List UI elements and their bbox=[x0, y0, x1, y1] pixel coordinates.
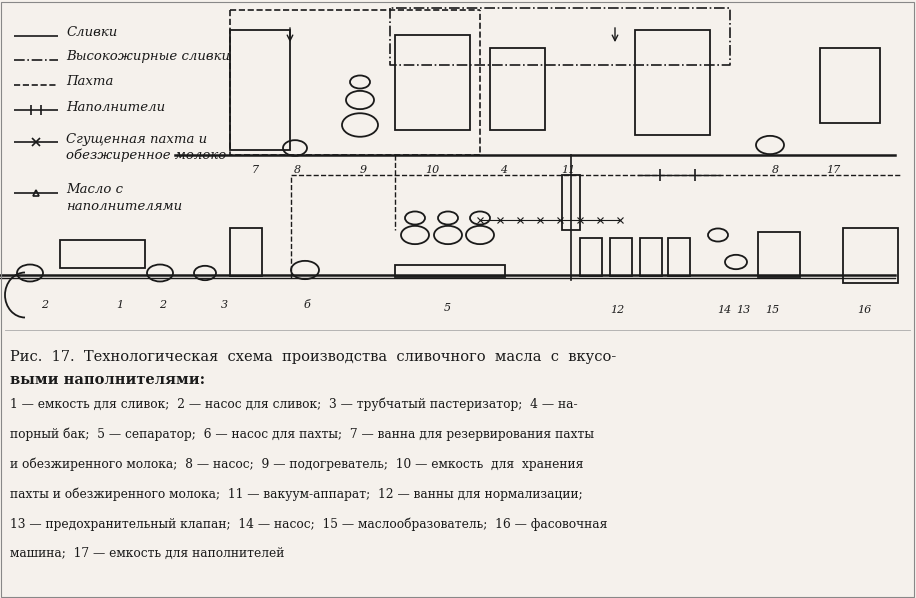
Bar bbox=[843, 228, 898, 283]
Bar bbox=[562, 175, 580, 230]
Text: 16: 16 bbox=[856, 305, 871, 315]
Text: Сливки: Сливки bbox=[66, 26, 117, 39]
Text: 5: 5 bbox=[443, 303, 451, 313]
Text: Высокожирные сливки: Высокожирные сливки bbox=[66, 50, 230, 63]
Bar bbox=[640, 238, 662, 276]
Text: 9: 9 bbox=[359, 165, 366, 175]
Text: 11: 11 bbox=[561, 165, 575, 175]
Bar bbox=[820, 48, 880, 123]
Bar bbox=[635, 30, 710, 135]
Text: Сгущенная пахта и: Сгущенная пахта и bbox=[66, 133, 207, 146]
Bar bbox=[580, 238, 602, 276]
Text: 17: 17 bbox=[826, 165, 840, 175]
Text: порный бак;  5 — сепаратор;  6 — насос для пахты;  7 — ванна для резервирования : порный бак; 5 — сепаратор; 6 — насос для… bbox=[10, 428, 594, 441]
Bar bbox=[758, 232, 800, 277]
Text: 2: 2 bbox=[159, 300, 167, 310]
Text: 8: 8 bbox=[293, 165, 300, 175]
Text: 12: 12 bbox=[610, 305, 624, 315]
Text: 7: 7 bbox=[251, 165, 258, 175]
Bar bbox=[230, 30, 290, 150]
Bar bbox=[668, 238, 690, 276]
Text: пахты и обезжиренного молока;  11 — вакуум-аппарат;  12 — ванны для нормализации: пахты и обезжиренного молока; 11 — вакуу… bbox=[10, 487, 583, 501]
Text: 3: 3 bbox=[221, 300, 227, 310]
Bar bbox=[230, 228, 262, 276]
Bar bbox=[610, 238, 632, 276]
Text: выми наполнителями:: выми наполнителями: bbox=[10, 373, 205, 387]
Text: наполнителями: наполнителями bbox=[66, 200, 182, 213]
Text: 13: 13 bbox=[736, 305, 750, 315]
Text: обезжиренное молоко: обезжиренное молоко bbox=[66, 149, 226, 162]
Text: 4: 4 bbox=[500, 165, 507, 175]
Text: б: б bbox=[303, 300, 311, 310]
Text: 2: 2 bbox=[41, 300, 49, 310]
Text: 1: 1 bbox=[116, 300, 124, 310]
Text: 14: 14 bbox=[717, 305, 731, 315]
Bar bbox=[395, 35, 470, 130]
Text: Наполнители: Наполнители bbox=[66, 100, 165, 114]
Text: 8: 8 bbox=[771, 165, 779, 175]
Text: Рис.  17.  Технологическая  схема  производства  сливочного  масла  с  вкусо-: Рис. 17. Технологическая схема производс… bbox=[10, 350, 616, 364]
Text: и обезжиренного молока;  8 — насос;  9 — подогреватель;  10 — емкость  для  хран: и обезжиренного молока; 8 — насос; 9 — п… bbox=[10, 457, 583, 471]
Bar bbox=[60, 240, 145, 268]
Text: 13 — предохранительный клапан;  14 — насос;  15 — маслообразователь;  16 — фасов: 13 — предохранительный клапан; 14 — насо… bbox=[10, 517, 607, 531]
Bar bbox=[395, 265, 505, 277]
Text: Масло с: Масло с bbox=[66, 183, 123, 196]
Text: машина;  17 — емкость для наполнителей: машина; 17 — емкость для наполнителей bbox=[10, 547, 284, 560]
Text: 1 — емкость для сливок;  2 — насос для сливок;  3 — трубчатый пастеризатор;  4 —: 1 — емкость для сливок; 2 — насос для сл… bbox=[10, 398, 578, 411]
Bar bbox=[490, 48, 545, 130]
Text: 15: 15 bbox=[765, 305, 780, 315]
Text: 10: 10 bbox=[425, 165, 439, 175]
Text: Пахта: Пахта bbox=[66, 75, 114, 89]
